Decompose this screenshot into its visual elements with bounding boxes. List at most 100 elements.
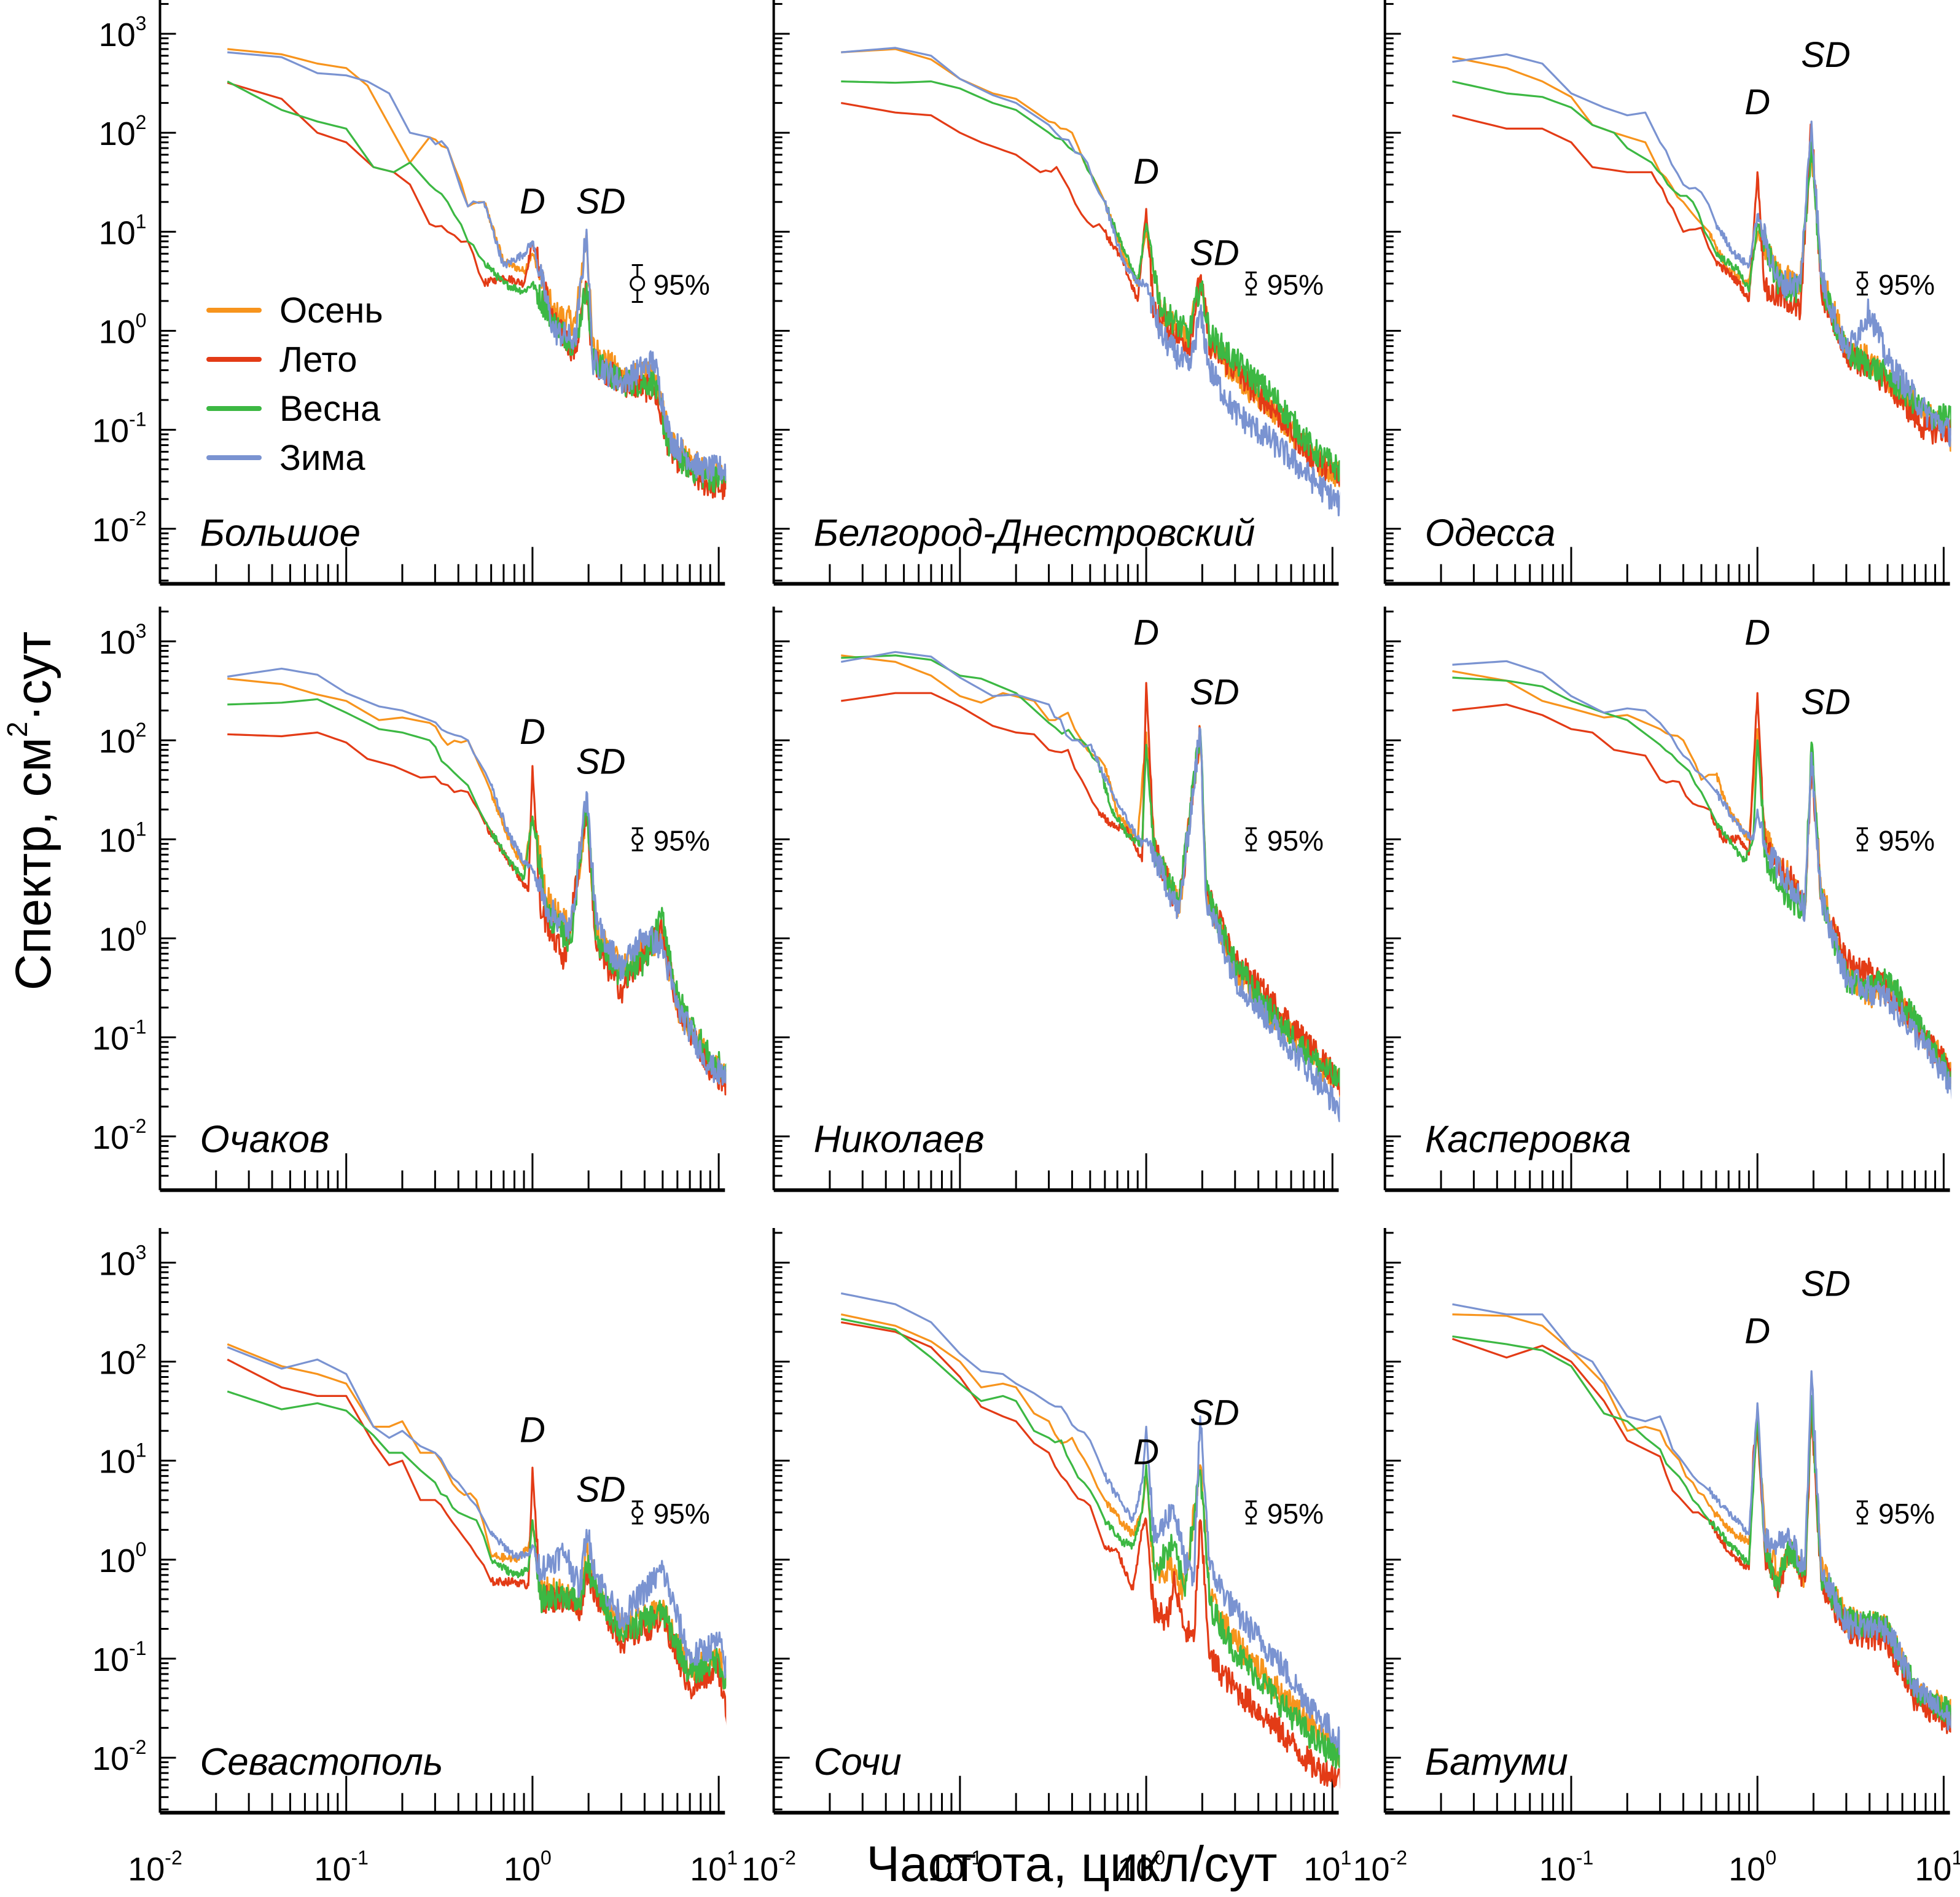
- station-label: Очаков: [200, 1118, 329, 1160]
- legend: Осень Лето Весна Зима: [206, 291, 383, 478]
- legend-label-autumn: Осень: [279, 291, 383, 331]
- series-line-summer: [227, 1358, 727, 1724]
- panel-grid: 103 102 101 100 10-1 10-2 Большое D SD 95% Осень Ле…: [92, 0, 1960, 1888]
- station-label: Николаев: [814, 1118, 985, 1160]
- semidiurnal-peak-label: SD: [1801, 1264, 1851, 1304]
- x-tick-label: 101: [690, 1847, 738, 1888]
- station-label: Сочи: [814, 1741, 902, 1783]
- station-label: Большое: [200, 512, 360, 554]
- x-tick-label: 10-2: [1353, 1847, 1408, 1888]
- semidiurnal-peak-label: SD: [576, 741, 626, 781]
- y-tick-label: 10-2: [92, 1115, 147, 1156]
- series-line-winter: [1452, 53, 1951, 447]
- x-tick-label: 101: [1303, 1847, 1351, 1888]
- ci-center-marker: [1245, 278, 1257, 290]
- series-line-winter: [840, 1292, 1340, 1755]
- semidiurnal-peak-label: SD: [1190, 673, 1240, 713]
- ci-label: 95%: [1878, 1498, 1935, 1530]
- y-tick-label: 10-1: [92, 1016, 147, 1057]
- series-line-spring: [227, 1390, 727, 1689]
- x-tick-label: 100: [504, 1847, 552, 1888]
- station-label: Белгород-Днестровский: [814, 512, 1255, 554]
- panel-5: Николаев D SD 95%: [772, 606, 1340, 1192]
- ci-center-marker: [631, 1506, 644, 1519]
- station-label: Касперовка: [1425, 1118, 1631, 1160]
- diurnal-peak-label: D: [1744, 1312, 1770, 1351]
- series-line-summer: [1452, 692, 1951, 1084]
- y-axis-title: Спектр, см2·сут: [1, 632, 61, 991]
- y-tick-label: 10-2: [92, 1736, 147, 1777]
- diurnal-peak-label: D: [1744, 82, 1770, 122]
- series-group: [227, 667, 727, 1096]
- series-line-autumn: [840, 1313, 1340, 1768]
- panel-6: Касперовка D SD 95%: [1383, 606, 1951, 1192]
- y-tick-label: 101: [99, 818, 147, 859]
- series-line-winter: [227, 51, 727, 483]
- y-tick-label: 10-1: [92, 1637, 147, 1678]
- ci-label: 95%: [1878, 269, 1935, 301]
- x-tick-label: 10-2: [741, 1847, 796, 1888]
- series-line-spring: [1452, 676, 1951, 1089]
- series-line-spring: [1452, 1335, 1951, 1728]
- diurnal-peak-label: D: [1133, 1432, 1159, 1472]
- series-line-summer: [1451, 1337, 1951, 1734]
- semidiurnal-peak-label: SD: [576, 181, 626, 221]
- series-group: [227, 1343, 727, 1724]
- diurnal-peak-label: D: [1133, 152, 1159, 192]
- panel-4: 103 102 101 100 10-1 10-2 Очаков D SD 95%: [92, 606, 727, 1192]
- y-tick-label: 10-2: [92, 507, 147, 549]
- legend-label-summer: Лето: [279, 340, 357, 380]
- diurnal-peak-label: D: [520, 712, 545, 752]
- ci-center-marker: [1856, 833, 1868, 845]
- series-group: [841, 47, 1340, 517]
- series-line-summer: [841, 682, 1340, 1095]
- ci-center-marker: [1856, 278, 1868, 290]
- series-line-autumn: [1452, 56, 1951, 452]
- series-line-summer: [841, 102, 1340, 486]
- y-axis-title-tail: ·сут: [6, 632, 61, 722]
- panel-7: 103 102 101 100 10-1 10-2 10-2 10-1 100 101 Севаст…: [92, 1227, 738, 1888]
- y-tick-label: 103: [99, 12, 147, 53]
- ci-center-marker: [631, 833, 644, 845]
- diurnal-peak-label: D: [1133, 613, 1159, 653]
- ci-label: 95%: [654, 1498, 710, 1530]
- series-line-spring: [841, 80, 1340, 482]
- y-tick-label: 101: [99, 1439, 147, 1480]
- y-tick-label: 103: [99, 1241, 147, 1282]
- y-tick-label: 103: [99, 620, 147, 661]
- legend-label-winter: Зима: [279, 438, 365, 478]
- y-tick-label: 100: [99, 1538, 147, 1579]
- series-line-spring: [1452, 80, 1951, 432]
- x-tick-label: 100: [1728, 1847, 1776, 1888]
- series-line-winter: [227, 667, 727, 1086]
- ci-label: 95%: [1267, 824, 1324, 856]
- semidiurnal-peak-label: SD: [1801, 35, 1851, 75]
- x-tick-label: 101: [1915, 1847, 1960, 1888]
- series-line-summer: [841, 1321, 1340, 1789]
- series-group: [840, 1292, 1340, 1789]
- station-label: Севастополь: [200, 1741, 443, 1783]
- series-line-winter: [841, 47, 1340, 517]
- x-tick-label: 100: [1117, 1847, 1165, 1888]
- x-axis-title: Частота, цикл/сут: [866, 1836, 1277, 1892]
- ci-center-marker: [1245, 833, 1257, 845]
- series-line-autumn: [1452, 670, 1951, 1087]
- ci-label: 95%: [654, 269, 710, 301]
- series-line-spring: [840, 1318, 1340, 1769]
- x-tick-label: 10-1: [928, 1847, 983, 1888]
- semidiurnal-peak-label: SD: [576, 1470, 626, 1510]
- y-axis-title-main: Спектр, см: [6, 737, 61, 990]
- y-tick-label: 10-1: [92, 409, 147, 450]
- ci-label: 95%: [1267, 1498, 1324, 1530]
- ci-label: 95%: [654, 824, 710, 856]
- series-line-summer: [227, 731, 727, 1096]
- x-tick-label: 10-1: [1539, 1847, 1594, 1888]
- series-line-spring: [227, 80, 727, 493]
- diurnal-peak-label: D: [520, 1410, 545, 1450]
- series-group: [841, 651, 1340, 1122]
- x-tick-label: 10-1: [314, 1847, 369, 1888]
- series-line-winter: [841, 651, 1340, 1122]
- semidiurnal-peak-label: SD: [1190, 1393, 1240, 1433]
- panel-3: Одесса D SD 95%: [1383, 0, 1951, 586]
